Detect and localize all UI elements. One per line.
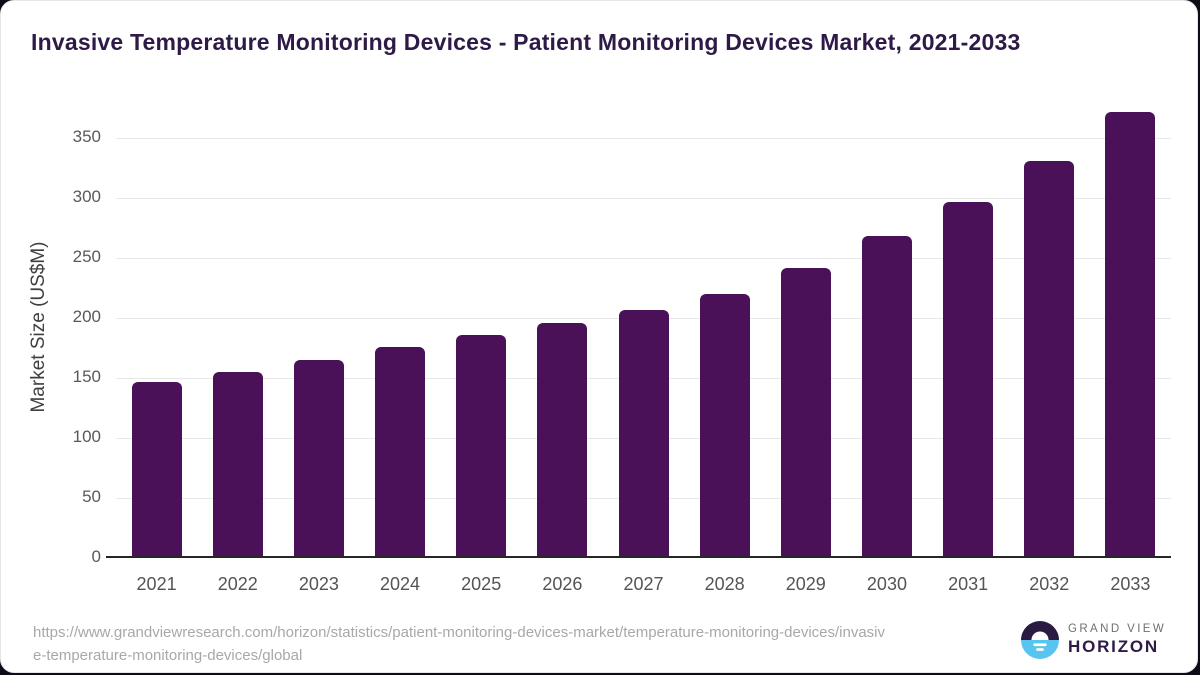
y-tick-label-250: 250	[72, 247, 101, 266]
bar-2026	[537, 322, 588, 558]
bar-2032	[1024, 160, 1075, 558]
x-tick-label-2021: 2021	[136, 574, 177, 594]
grandview-horizon-logo: GRAND VIEW HORIZON	[1021, 621, 1166, 659]
x-tick-label-2033: 2033	[1110, 574, 1151, 594]
x-tick-label-2025: 2025	[461, 574, 502, 594]
chart-title: Invasive Temperature Monitoring Devices …	[31, 29, 1021, 55]
gridline-300	[116, 197, 1171, 199]
bar-2021	[131, 381, 182, 558]
source-url-line2: e-temperature-monitoring-devices/global	[33, 647, 303, 664]
x-tick-label-2022: 2022	[217, 574, 258, 594]
x-tick-label-2029: 2029	[785, 574, 826, 594]
bar-2030	[861, 236, 912, 558]
bar-2028	[699, 294, 750, 558]
plot-area: 0 50 100 150 200 250 300 350 2021 2022 2023 2024 202…	[73, 96, 1171, 594]
x-tick-label-2030: 2030	[866, 574, 907, 594]
y-tick-label-300: 300	[72, 187, 101, 206]
bar-2031	[943, 201, 994, 558]
bar-2023	[293, 360, 344, 558]
y-tick-label-200: 200	[72, 307, 101, 326]
y-tick-label-350: 350	[72, 127, 101, 146]
x-tick-label-2026: 2026	[542, 574, 583, 594]
x-tick-label-2027: 2027	[623, 574, 664, 594]
horizon-sunrise-icon	[1021, 621, 1059, 659]
bar-2025	[456, 334, 507, 558]
logo-brand-top: GRAND VIEW	[1068, 623, 1167, 635]
bar-2033	[1105, 111, 1156, 558]
y-tick-label-50: 50	[82, 487, 101, 506]
logo-text: GRAND VIEW HORIZON	[1068, 623, 1166, 657]
bar-2029	[780, 267, 831, 558]
logo-brand-bottom: HORIZON	[1068, 637, 1159, 656]
y-tick-label-100: 100	[72, 427, 101, 446]
x-tick-label-2023: 2023	[298, 574, 339, 594]
bar-2022	[212, 372, 263, 558]
x-tick-label-2028: 2028	[704, 574, 745, 594]
gridline-250	[116, 257, 1171, 259]
source-url: https://www.grandviewresearch.com/horizo…	[33, 621, 885, 667]
y-axis-title: Market Size (US$M)	[28, 241, 49, 413]
x-tick-label-2032: 2032	[1029, 574, 1070, 594]
source-url-line1: https://www.grandviewresearch.com/horizo…	[33, 624, 886, 641]
bar-2027	[618, 309, 669, 558]
gridline-350	[116, 137, 1171, 139]
y-tick-label-0: 0	[91, 547, 101, 566]
x-tick-label-2031: 2031	[948, 574, 989, 594]
x-tick-label-2024: 2024	[380, 574, 421, 594]
y-tick-label-150: 150	[72, 367, 101, 386]
bar-2024	[375, 346, 426, 558]
x-axis-line	[106, 556, 1171, 558]
